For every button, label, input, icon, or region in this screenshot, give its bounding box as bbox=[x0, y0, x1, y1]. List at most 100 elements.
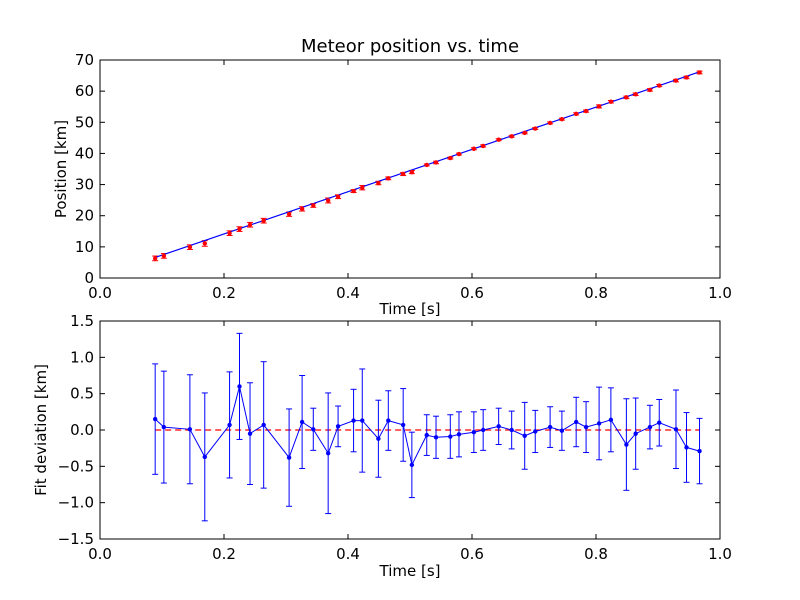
measurement-point bbox=[325, 198, 331, 203]
measurement-point bbox=[351, 188, 356, 194]
deviation-point bbox=[311, 427, 316, 432]
position-y-tick-label: 70 bbox=[75, 51, 94, 69]
measurement-point bbox=[433, 160, 439, 165]
deviation-point bbox=[697, 448, 702, 454]
deviation-point bbox=[559, 428, 565, 433]
measurement-point bbox=[424, 162, 429, 168]
deviation-point bbox=[202, 454, 207, 460]
deviation-point bbox=[480, 427, 486, 433]
measurement-point bbox=[559, 116, 565, 122]
deviation-point bbox=[471, 429, 477, 435]
position-x-tick-label: 0.2 bbox=[212, 284, 236, 302]
deviation-point bbox=[573, 419, 579, 425]
position-y-tick-label: 30 bbox=[75, 176, 94, 194]
position-x-axis-label: Time [s] bbox=[379, 300, 441, 318]
measurement-point bbox=[608, 99, 614, 104]
deviation-point bbox=[624, 442, 629, 447]
deviation-chart: 0.0 0.2 0.4 0.6 0.8 1.0 −1.5 −1.0 −0.5 0.0 0.5 1.0 1… bbox=[58, 312, 732, 563]
position-marks bbox=[152, 70, 703, 262]
position-y-tick-label: 10 bbox=[75, 238, 94, 256]
deviation-y-tick-label: 0.0 bbox=[70, 421, 94, 439]
deviation-y-tick-label: −1.5 bbox=[58, 530, 94, 548]
deviation-plot-frame bbox=[99, 320, 721, 540]
measurement-point bbox=[187, 244, 193, 250]
chart-title: Meteor position vs. time bbox=[301, 36, 519, 57]
position-chart: 0.0 0.2 0.4 0.6 0.8 1.0 0 10 20 30 40 50 60 70 bbox=[75, 51, 732, 302]
measurement-point bbox=[227, 230, 232, 236]
measurement-point bbox=[247, 222, 253, 227]
deviation-point bbox=[409, 462, 415, 468]
measurement-point bbox=[202, 241, 207, 246]
deviation-point bbox=[547, 424, 553, 430]
deviation-marks bbox=[152, 332, 703, 522]
position-ticks: 0.0 0.2 0.4 0.6 0.8 1.0 0 10 20 30 40 50 60 70 bbox=[75, 51, 732, 302]
deviation-x-tick-label: 0.4 bbox=[336, 545, 360, 563]
deviation-point bbox=[647, 424, 653, 430]
position-plot-area bbox=[100, 60, 720, 278]
measurement-point bbox=[409, 169, 415, 175]
measurement-point bbox=[657, 83, 662, 88]
deviation-point bbox=[152, 416, 158, 422]
deviation-point bbox=[335, 424, 341, 429]
measurement-point bbox=[400, 171, 406, 177]
position-y-tick-label: 20 bbox=[75, 207, 94, 225]
measurement-point bbox=[286, 211, 292, 217]
deviation-point bbox=[247, 431, 253, 436]
deviation-point bbox=[596, 421, 602, 426]
measurement-point bbox=[547, 120, 553, 126]
deviation-point bbox=[433, 435, 439, 440]
position-y-tick-label: 50 bbox=[75, 113, 94, 131]
deviation-point bbox=[496, 424, 501, 429]
position-y-tick-label: 0 bbox=[84, 269, 94, 287]
measurement-point bbox=[583, 108, 589, 114]
deviation-y-tick-label: −1.0 bbox=[58, 494, 94, 512]
position-y-tick-label: 40 bbox=[75, 144, 94, 162]
deviation-ticks: 0.0 0.2 0.4 0.6 0.8 1.0 −1.5 −1.0 −0.5 0.0 0.5 1.0 1… bbox=[58, 312, 732, 563]
deviation-point bbox=[376, 436, 381, 441]
measurement-point bbox=[161, 253, 167, 259]
deviation-point bbox=[325, 451, 331, 456]
measurement-point bbox=[647, 87, 653, 93]
deviation-point bbox=[509, 427, 514, 433]
measurement-point bbox=[509, 134, 514, 139]
measurement-point bbox=[573, 111, 579, 117]
deviation-x-axis-label: Time [s] bbox=[379, 562, 441, 580]
measurement-point bbox=[633, 92, 638, 97]
measurement-point bbox=[237, 226, 242, 232]
measurement-point bbox=[448, 155, 453, 161]
measurement-point bbox=[360, 185, 365, 190]
deviation-point bbox=[187, 427, 193, 432]
deviation-x-tick-label: 0.2 bbox=[212, 545, 236, 563]
deviation-x-tick-label: 0.8 bbox=[584, 545, 608, 563]
deviation-point bbox=[673, 427, 679, 432]
measurement-point bbox=[376, 180, 381, 186]
position-x-tick-label: 0.6 bbox=[460, 284, 484, 302]
position-x-tick-label: 0.8 bbox=[584, 284, 608, 302]
deviation-x-tick-label: 1.0 bbox=[708, 545, 732, 563]
position-x-tick-label: 1.0 bbox=[708, 284, 732, 302]
deviation-point bbox=[299, 419, 305, 425]
deviation-point bbox=[684, 445, 689, 450]
deviation-point bbox=[657, 420, 662, 425]
deviation-point bbox=[161, 424, 167, 430]
position-x-tick-label: 0.4 bbox=[336, 284, 360, 302]
deviation-point bbox=[633, 431, 638, 436]
deviation-point bbox=[400, 422, 406, 428]
deviation-point bbox=[448, 434, 453, 439]
deviation-y-tick-label: −0.5 bbox=[58, 457, 94, 475]
measurement-point bbox=[471, 146, 477, 151]
measurement-point bbox=[456, 151, 462, 157]
deviation-point bbox=[424, 432, 429, 438]
measurement-point bbox=[386, 176, 391, 181]
measurement-point bbox=[152, 256, 158, 261]
measurement-point bbox=[673, 78, 679, 83]
deviation-line bbox=[154, 386, 700, 467]
deviation-point bbox=[237, 384, 242, 389]
measurement-point bbox=[697, 70, 702, 75]
measurement-point bbox=[480, 143, 486, 149]
deviation-y-axis-label: Fit deviation [km] bbox=[32, 364, 50, 496]
position-y-tick-label: 60 bbox=[75, 82, 94, 100]
measurement-point bbox=[596, 104, 602, 109]
measurement-point bbox=[522, 130, 527, 136]
